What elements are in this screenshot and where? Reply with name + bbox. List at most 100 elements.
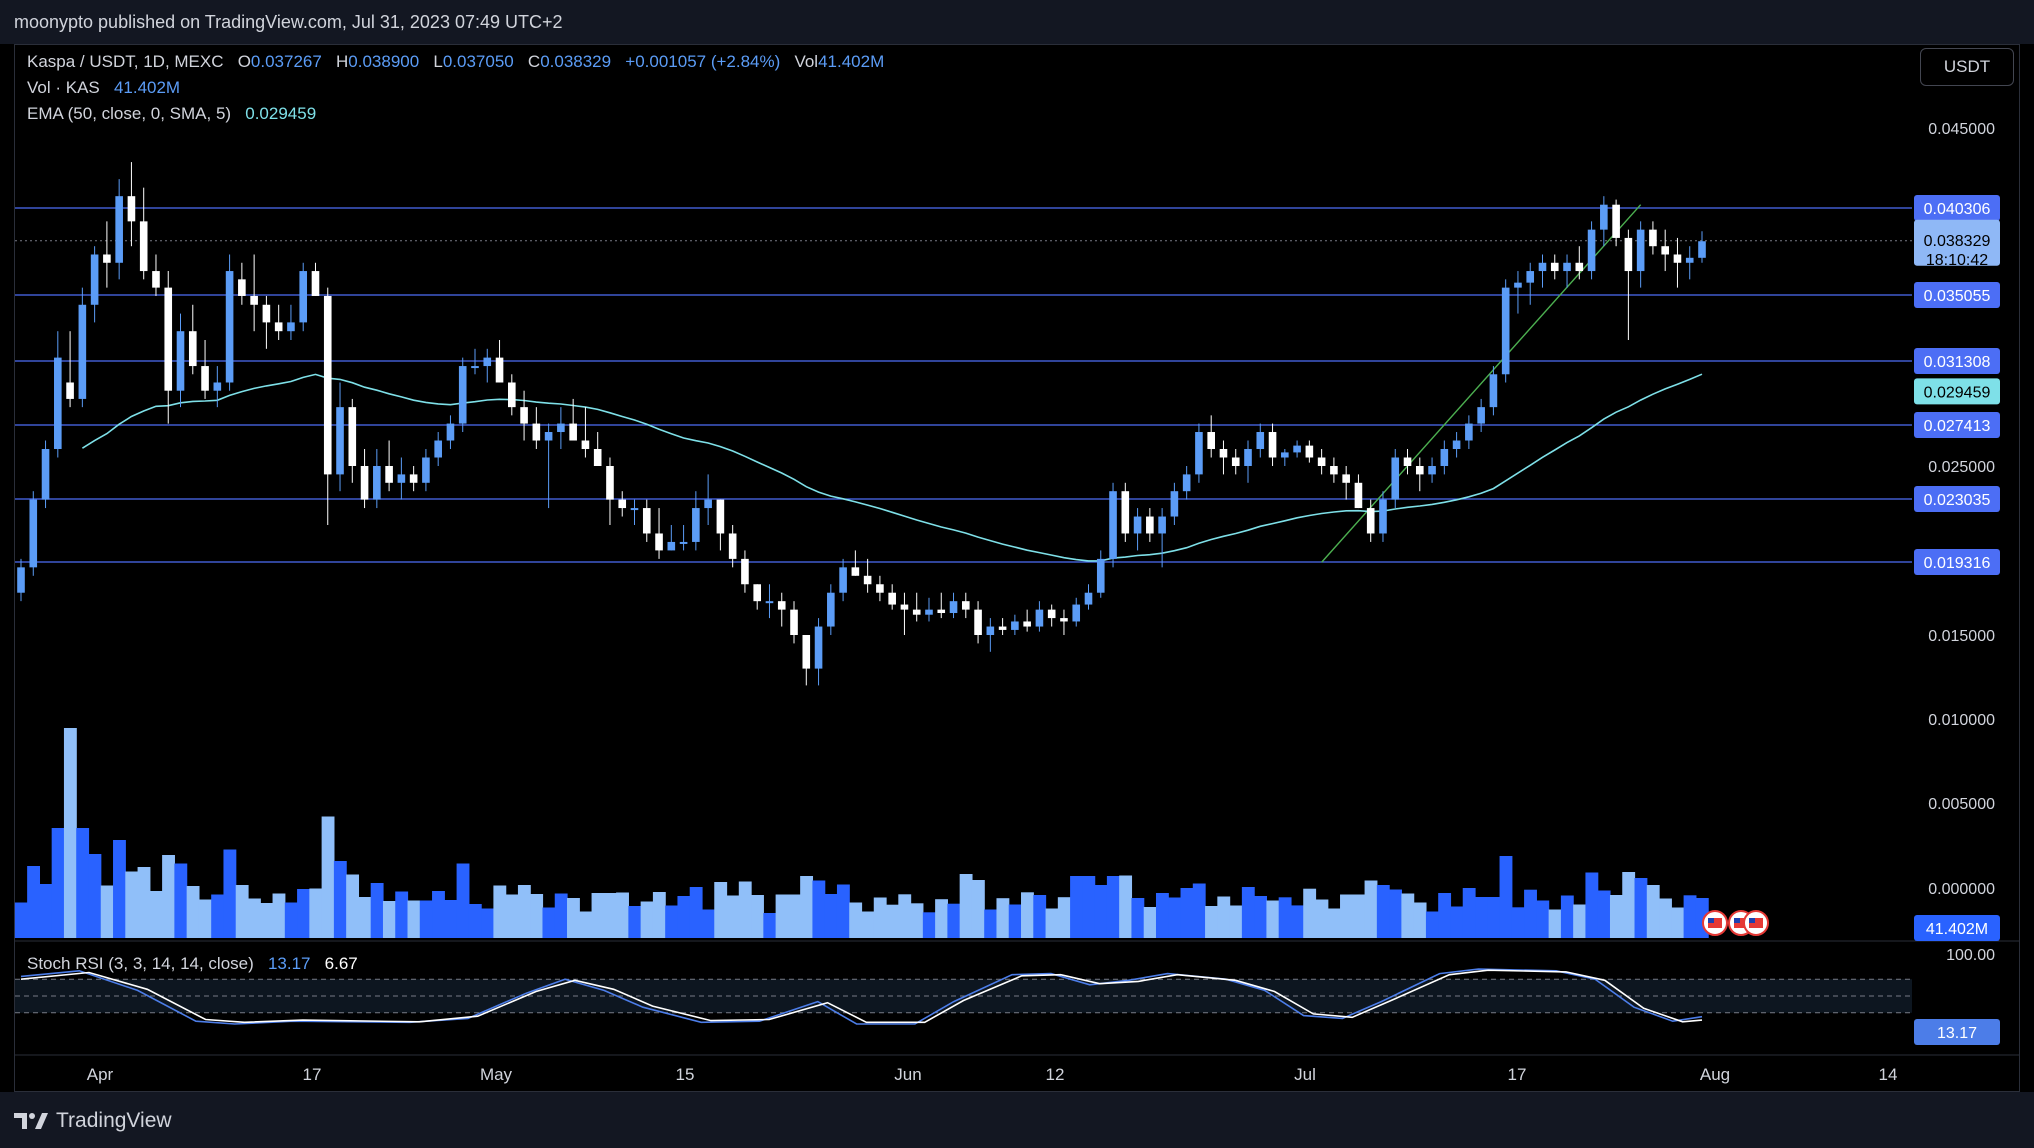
- x-tick-label: 15: [676, 1065, 695, 1084]
- candle-body: [1661, 246, 1669, 255]
- legend-close: 0.038329: [540, 52, 612, 71]
- candle-body: [974, 609, 982, 635]
- candle: [925, 597, 933, 622]
- ema-tag-bg: [1914, 378, 2000, 405]
- x-tick-label: 17: [1508, 1065, 1527, 1084]
- event-flag-icon: [1743, 910, 1769, 936]
- candle: [520, 390, 528, 441]
- candle-body: [1133, 516, 1142, 534]
- candle: [103, 221, 111, 288]
- ema-title: EMA (50, close, 0, SMA, 5): [27, 104, 232, 123]
- volume-bar: [1560, 895, 1574, 938]
- volume-bar: [677, 896, 691, 938]
- candle: [1170, 482, 1179, 526]
- candle-body: [274, 322, 283, 332]
- volume-bar: [1389, 889, 1402, 938]
- candle-body: [642, 508, 651, 534]
- volume-bar: [1671, 907, 1685, 938]
- volume-bar: [1217, 896, 1231, 938]
- volume-bar: [1033, 895, 1047, 938]
- legend-change: +0.001057 (+2.84%): [625, 52, 781, 71]
- candle-body: [360, 466, 369, 500]
- candle-body: [238, 279, 246, 296]
- legend-row-volume[interactable]: Vol · KAS 41.402M: [27, 78, 180, 98]
- volume-bar: [1376, 885, 1390, 938]
- volume-tag-text: 41.402M: [1926, 921, 1988, 938]
- volume-bar: [849, 902, 863, 938]
- level-tag-1-bg: [1914, 282, 2000, 308]
- candle-body: [667, 541, 676, 551]
- volume-bar: [235, 885, 249, 938]
- candle: [1366, 499, 1375, 542]
- x-tick-label: Jun: [894, 1065, 921, 1084]
- volume-bar: [505, 894, 519, 938]
- candle-body: [409, 474, 418, 483]
- stoch-axis-label: 100.00: [1946, 947, 1995, 964]
- volume-bar: [1536, 900, 1550, 938]
- volume-bar: [517, 885, 531, 938]
- level-tag-4-bg: [1914, 486, 2000, 512]
- candle-body: [1354, 482, 1363, 509]
- level-tag-2-bg: [1914, 348, 2000, 374]
- candle: [213, 366, 222, 408]
- candle-body: [1158, 516, 1166, 534]
- candle-body: [127, 196, 136, 222]
- stoch-k-value: 13.17: [267, 954, 311, 973]
- volume-bar: [701, 909, 715, 938]
- candle-body: [1342, 474, 1350, 483]
- candle: [201, 340, 209, 399]
- candle-body: [1489, 374, 1498, 408]
- volume-bar: [996, 898, 1010, 938]
- candle: [262, 295, 271, 349]
- volume-tag-bg: [1914, 915, 2000, 941]
- candle: [348, 398, 357, 483]
- candle-body: [1047, 609, 1056, 619]
- legend-row-ema[interactable]: EMA (50, close, 0, SMA, 5) 0.029459: [27, 104, 316, 124]
- candle-body: [323, 295, 332, 475]
- candle: [238, 262, 246, 305]
- legend-row-stoch[interactable]: Stoch RSI (3, 3, 14, 14, close) 13.17 6.…: [27, 954, 358, 974]
- volume-bar: [186, 886, 200, 938]
- volume-bar: [910, 903, 924, 938]
- volume-bar: [174, 863, 188, 938]
- candle: [937, 592, 946, 619]
- volume-bar: [751, 895, 764, 938]
- volume-bar: [14, 902, 28, 938]
- legend-symbol[interactable]: Kaspa / USDT, 1D, MEXC: [27, 52, 224, 71]
- x-tick-label: May: [480, 1065, 513, 1084]
- volume-value: 41.402M: [113, 78, 181, 97]
- candle: [753, 584, 762, 610]
- candle-body: [753, 584, 762, 602]
- candle-body: [1612, 204, 1620, 238]
- tradingview-logo[interactable]: TradingView: [14, 1108, 172, 1134]
- candle: [483, 348, 492, 383]
- candle: [1268, 423, 1277, 466]
- candle: [814, 618, 823, 686]
- candle: [287, 304, 295, 341]
- level-tag-2: 0.031308: [1914, 348, 2000, 374]
- candle: [139, 187, 148, 280]
- x-tick-label: 17: [303, 1065, 322, 1084]
- price-tags: 0.040306 0.035055 0.031308 0.027413 0.023035…: [1914, 195, 2000, 1045]
- stoch-rsi-layer: [15, 968, 1912, 1025]
- volume-bar: [211, 894, 225, 938]
- volume-bar: [1168, 897, 1182, 938]
- candle-body: [1649, 229, 1657, 247]
- level-tag-3-text: 0.027413: [1924, 418, 1991, 435]
- candle-body: [900, 604, 909, 610]
- candle: [827, 584, 835, 635]
- volume-bar: [652, 892, 666, 938]
- legend-high: 0.038900: [348, 52, 420, 71]
- level-tag-4-text: 0.023035: [1924, 492, 1991, 509]
- volume-bar: [1241, 887, 1255, 938]
- candle-body: [876, 584, 884, 593]
- volume-bar: [738, 881, 752, 938]
- stoch-tag: 13.17: [1914, 1019, 2000, 1045]
- candle: [851, 550, 860, 576]
- currency-button[interactable]: USDT: [1920, 48, 2014, 86]
- last-price-tag: 0.038329 18:10:42: [1914, 219, 2000, 269]
- candle: [1256, 423, 1265, 458]
- volume-bar: [1315, 899, 1329, 938]
- candle: [679, 525, 688, 551]
